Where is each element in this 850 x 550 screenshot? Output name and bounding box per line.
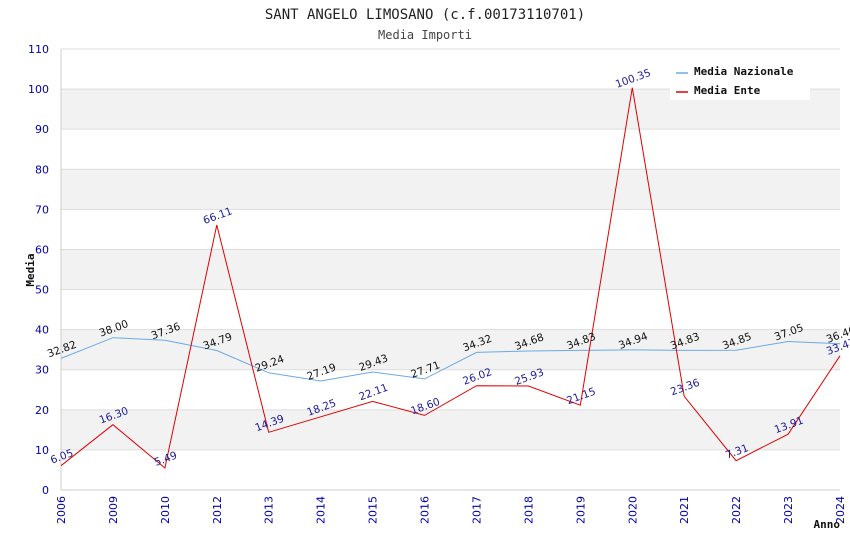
legend-box — [670, 60, 810, 100]
y-tick-label: 0 — [42, 484, 49, 497]
y-tick-label: 80 — [35, 163, 49, 176]
data-label: 6.05 — [49, 447, 75, 466]
y-axis-label: Media — [24, 253, 37, 286]
x-tick-label: 2012 — [211, 496, 224, 524]
x-tick-label: 2016 — [419, 496, 432, 524]
y-tick-label: 70 — [35, 203, 49, 216]
data-label: 21.15 — [565, 386, 597, 408]
x-tick-label: 2017 — [470, 496, 483, 524]
data-label: 100.35 — [614, 67, 653, 91]
y-tick-label: 60 — [35, 243, 49, 256]
chart-subtitle: Media Importi — [378, 28, 472, 42]
grid-lines — [61, 48, 840, 491]
x-tick-label: 2020 — [626, 496, 639, 524]
x-tick-label: 2019 — [574, 496, 587, 524]
x-tick-labels: 2006 2009 2010 2012 2013 2014 2015 2016 2017 2018… — [55, 496, 847, 524]
x-tick-label: 2024 — [834, 496, 847, 524]
axes — [60, 49, 840, 491]
x-tick-label: 2021 — [678, 496, 691, 524]
x-tick-label: 2018 — [522, 496, 535, 524]
x-tick-label: 2022 — [730, 496, 743, 524]
y-tick-label: 30 — [35, 364, 49, 377]
chart-title: SANT ANGELO LIMOSANO (c.f.00173110701) — [265, 7, 585, 23]
grid-band — [61, 329, 840, 370]
x-axis-label: Anno — [814, 518, 841, 531]
x-tick-label: 2014 — [315, 496, 328, 524]
y-tick-labels: 0 10 20 30 40 50 60 70 80 90 100 110 — [28, 43, 49, 497]
y-tick-label: 100 — [28, 83, 49, 96]
y-tick-label: 20 — [35, 404, 49, 417]
x-tick-label: 2009 — [107, 496, 120, 524]
legend-label-ente: Media Ente — [694, 84, 761, 97]
grid-band — [61, 249, 840, 290]
series-line-ente — [60, 87, 841, 469]
legend-label-nazionale: Media Nazionale — [694, 65, 794, 78]
y-tick-label: 40 — [35, 324, 49, 337]
x-tick-label: 2006 — [55, 496, 68, 524]
series-lines — [60, 87, 841, 469]
x-tick-label: 2013 — [263, 496, 276, 524]
y-tick-label: 10 — [35, 444, 49, 457]
grid-band — [61, 169, 840, 210]
grid-band — [61, 409, 840, 450]
legend: Media Nazionale Media Ente — [670, 60, 810, 100]
data-label: 23.36 — [669, 377, 702, 399]
grid-bands — [61, 89, 840, 450]
x-tick-label: 2015 — [367, 496, 380, 524]
y-tick-label: 90 — [35, 123, 49, 136]
y-tick-label: 110 — [28, 43, 49, 56]
y-tick-label: 50 — [35, 284, 49, 297]
data-label: 22.11 — [357, 382, 389, 404]
x-tick-label: 2023 — [782, 496, 795, 524]
x-tick-label: 2010 — [159, 496, 172, 524]
